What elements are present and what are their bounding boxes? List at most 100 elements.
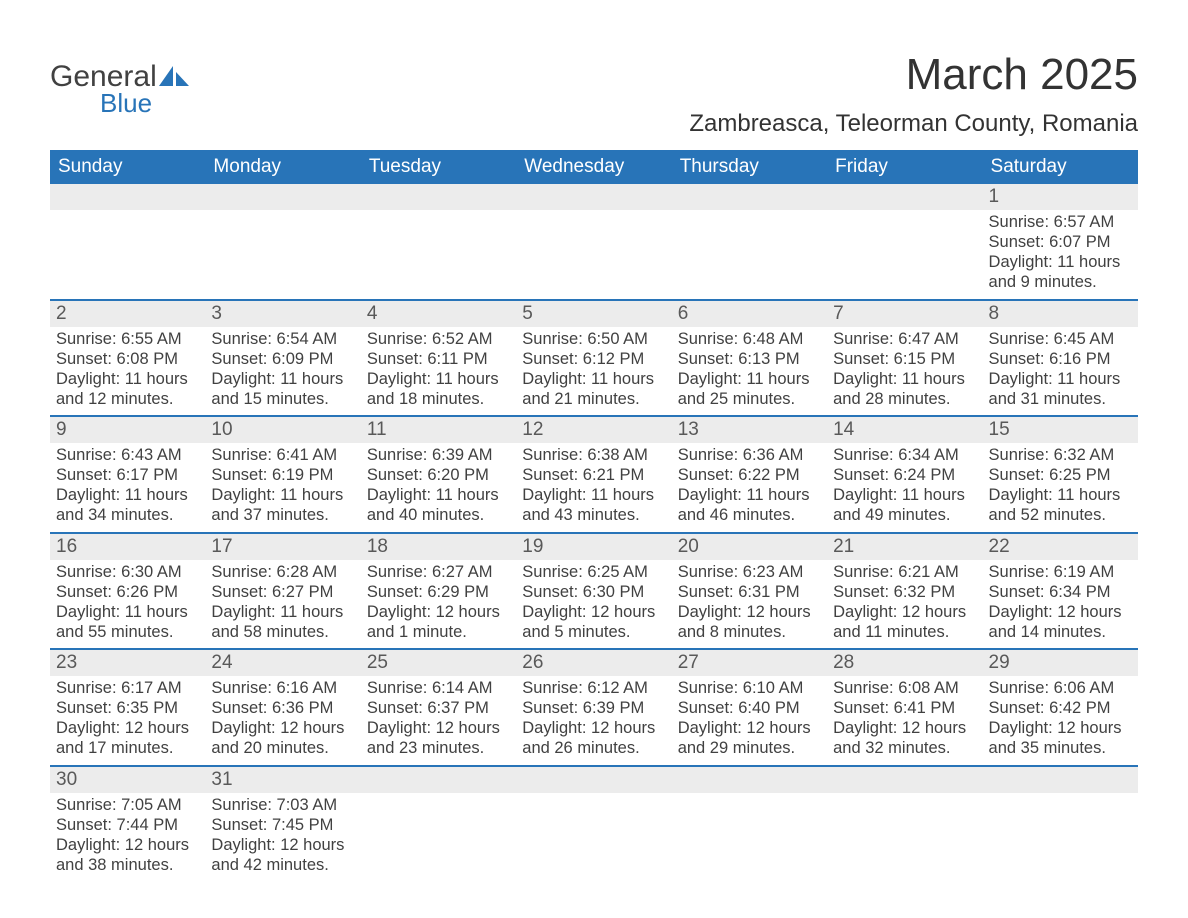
- day-detail-line: Sunrise: 6:30 AM: [56, 562, 199, 582]
- day-number: 27: [672, 650, 827, 676]
- day-number: [827, 184, 982, 210]
- day-detail-line: Daylight: 11 hours: [833, 369, 976, 389]
- calendar-cell: 26Sunrise: 6:12 AMSunset: 6:39 PMDayligh…: [516, 648, 671, 765]
- day-detail-line: Daylight: 12 hours: [989, 602, 1132, 622]
- day-number: [672, 184, 827, 210]
- day-number: 2: [50, 301, 205, 327]
- empty-cell: [516, 793, 671, 873]
- day-number: 7: [827, 301, 982, 327]
- page-title: March 2025: [689, 50, 1138, 100]
- day-number: 19: [516, 534, 671, 560]
- day-details: Sunrise: 6:08 AMSunset: 6:41 PMDaylight:…: [827, 676, 982, 765]
- day-details: Sunrise: 6:21 AMSunset: 6:32 PMDaylight:…: [827, 560, 982, 649]
- day-number: 9: [50, 417, 205, 443]
- day-detail-line: Sunset: 6:25 PM: [989, 465, 1132, 485]
- day-number: 15: [983, 417, 1138, 443]
- calendar-cell: 14Sunrise: 6:34 AMSunset: 6:24 PMDayligh…: [827, 415, 982, 532]
- day-number: 14: [827, 417, 982, 443]
- day-detail-line: Sunset: 6:11 PM: [367, 349, 510, 369]
- day-detail-line: and 55 minutes.: [56, 622, 199, 642]
- day-detail-line: and 34 minutes.: [56, 505, 199, 525]
- empty-cell: [50, 210, 205, 290]
- day-detail-line: Daylight: 11 hours: [56, 602, 199, 622]
- day-detail-line: Daylight: 11 hours: [211, 369, 354, 389]
- day-detail-line: Sunrise: 6:57 AM: [989, 212, 1132, 232]
- day-detail-line: Sunset: 6:42 PM: [989, 698, 1132, 718]
- day-detail-line: Daylight: 11 hours: [989, 369, 1132, 389]
- calendar-cell: 19Sunrise: 6:25 AMSunset: 6:30 PMDayligh…: [516, 532, 671, 649]
- calendar-cell: [827, 184, 982, 299]
- day-detail-line: Sunrise: 6:41 AM: [211, 445, 354, 465]
- day-detail-line: Sunrise: 6:34 AM: [833, 445, 976, 465]
- day-detail-line: Sunset: 6:13 PM: [678, 349, 821, 369]
- day-detail-line: Sunrise: 6:25 AM: [522, 562, 665, 582]
- day-detail-line: Daylight: 11 hours: [833, 485, 976, 505]
- day-detail-line: and 8 minutes.: [678, 622, 821, 642]
- calendar-cell: 27Sunrise: 6:10 AMSunset: 6:40 PMDayligh…: [672, 648, 827, 765]
- day-header: Saturday: [983, 150, 1138, 184]
- day-detail-line: Sunset: 6:41 PM: [833, 698, 976, 718]
- day-details: Sunrise: 6:47 AMSunset: 6:15 PMDaylight:…: [827, 327, 982, 416]
- day-detail-line: and 17 minutes.: [56, 738, 199, 758]
- day-number: 10: [205, 417, 360, 443]
- empty-cell: [983, 793, 1138, 873]
- day-number: 3: [205, 301, 360, 327]
- day-details: Sunrise: 6:06 AMSunset: 6:42 PMDaylight:…: [983, 676, 1138, 765]
- day-detail-line: Sunset: 6:09 PM: [211, 349, 354, 369]
- day-detail-line: and 11 minutes.: [833, 622, 976, 642]
- day-detail-line: Daylight: 11 hours: [56, 369, 199, 389]
- empty-cell: [205, 210, 360, 290]
- day-details: Sunrise: 6:32 AMSunset: 6:25 PMDaylight:…: [983, 443, 1138, 532]
- day-details: Sunrise: 6:39 AMSunset: 6:20 PMDaylight:…: [361, 443, 516, 532]
- calendar-cell: 28Sunrise: 6:08 AMSunset: 6:41 PMDayligh…: [827, 648, 982, 765]
- day-detail-line: Sunset: 6:16 PM: [989, 349, 1132, 369]
- day-detail-line: Sunrise: 6:55 AM: [56, 329, 199, 349]
- day-detail-line: Daylight: 11 hours: [522, 485, 665, 505]
- day-number: 17: [205, 534, 360, 560]
- day-detail-line: Sunrise: 6:50 AM: [522, 329, 665, 349]
- day-detail-line: Daylight: 11 hours: [678, 369, 821, 389]
- day-detail-line: Sunset: 6:24 PM: [833, 465, 976, 485]
- calendar-cell: 24Sunrise: 6:16 AMSunset: 6:36 PMDayligh…: [205, 648, 360, 765]
- day-detail-line: Sunrise: 6:10 AM: [678, 678, 821, 698]
- day-detail-line: Sunrise: 6:52 AM: [367, 329, 510, 349]
- day-detail-line: Daylight: 11 hours: [211, 485, 354, 505]
- calendar-cell: 25Sunrise: 6:14 AMSunset: 6:37 PMDayligh…: [361, 648, 516, 765]
- day-details: Sunrise: 6:28 AMSunset: 6:27 PMDaylight:…: [205, 560, 360, 649]
- day-number: [827, 767, 982, 793]
- day-detail-line: Daylight: 12 hours: [833, 602, 976, 622]
- day-detail-line: Daylight: 12 hours: [678, 718, 821, 738]
- day-detail-line: Sunset: 6:29 PM: [367, 582, 510, 602]
- day-detail-line: and 25 minutes.: [678, 389, 821, 409]
- calendar-cell: [672, 765, 827, 882]
- day-detail-line: and 5 minutes.: [522, 622, 665, 642]
- calendar-cell: 12Sunrise: 6:38 AMSunset: 6:21 PMDayligh…: [516, 415, 671, 532]
- day-detail-line: Sunrise: 6:48 AM: [678, 329, 821, 349]
- day-detail-line: Sunset: 6:27 PM: [211, 582, 354, 602]
- day-details: Sunrise: 6:45 AMSunset: 6:16 PMDaylight:…: [983, 327, 1138, 416]
- day-details: Sunrise: 6:38 AMSunset: 6:21 PMDaylight:…: [516, 443, 671, 532]
- day-number: 16: [50, 534, 205, 560]
- calendar-cell: 22Sunrise: 6:19 AMSunset: 6:34 PMDayligh…: [983, 532, 1138, 649]
- day-details: Sunrise: 6:41 AMSunset: 6:19 PMDaylight:…: [205, 443, 360, 532]
- day-detail-line: Daylight: 11 hours: [678, 485, 821, 505]
- day-number: 6: [672, 301, 827, 327]
- day-detail-line: Daylight: 11 hours: [989, 485, 1132, 505]
- day-detail-line: Sunset: 6:34 PM: [989, 582, 1132, 602]
- calendar-cell: [361, 765, 516, 882]
- calendar-cell: [361, 184, 516, 299]
- day-detail-line: and 31 minutes.: [989, 389, 1132, 409]
- day-detail-line: and 26 minutes.: [522, 738, 665, 758]
- empty-cell: [827, 210, 982, 290]
- calendar-cell: 13Sunrise: 6:36 AMSunset: 6:22 PMDayligh…: [672, 415, 827, 532]
- calendar-cell: 20Sunrise: 6:23 AMSunset: 6:31 PMDayligh…: [672, 532, 827, 649]
- day-detail-line: Sunrise: 6:54 AM: [211, 329, 354, 349]
- calendar-cell: 6Sunrise: 6:48 AMSunset: 6:13 PMDaylight…: [672, 299, 827, 416]
- day-detail-line: Sunrise: 6:17 AM: [56, 678, 199, 698]
- day-detail-line: Sunset: 6:07 PM: [989, 232, 1132, 252]
- day-detail-line: Sunset: 6:21 PM: [522, 465, 665, 485]
- day-detail-line: Daylight: 11 hours: [367, 369, 510, 389]
- day-detail-line: Sunset: 6:17 PM: [56, 465, 199, 485]
- day-number: 26: [516, 650, 671, 676]
- day-detail-line: and 42 minutes.: [211, 855, 354, 875]
